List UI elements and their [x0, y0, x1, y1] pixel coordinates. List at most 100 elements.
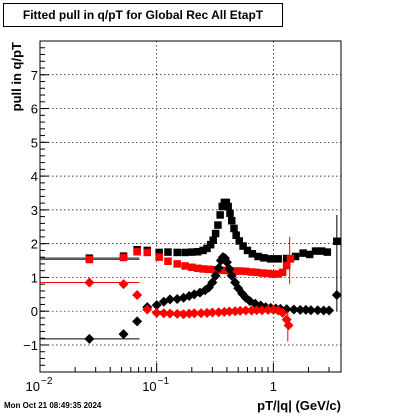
data-point-square — [206, 240, 215, 249]
data-point-marker — [263, 304, 274, 315]
series-2 — [39, 252, 342, 344]
data-point-marker — [164, 294, 175, 305]
data-point-square — [243, 246, 252, 255]
data-point-square — [267, 255, 275, 263]
data-point-marker — [226, 270, 237, 281]
data-point-square — [286, 255, 295, 263]
data-point-square — [226, 209, 234, 218]
data-point-square — [242, 267, 250, 276]
data-point-square — [247, 268, 256, 276]
y-tick-label: 1 — [31, 270, 38, 285]
data-point-square — [235, 237, 243, 245]
data-point-marker — [207, 277, 218, 288]
data-point-marker — [151, 307, 162, 318]
data-point-marker — [118, 279, 129, 290]
data-point-square — [173, 248, 181, 257]
data-point-square — [252, 268, 261, 277]
data-point-marker — [132, 289, 143, 300]
y-tick-label: −1 — [23, 338, 38, 353]
data-point-square — [274, 255, 282, 263]
data-point-marker — [324, 305, 335, 316]
series-1 — [39, 248, 295, 278]
y-tick-label: 2 — [31, 237, 38, 252]
data-point-marker — [277, 307, 288, 318]
axis-ticks — [39, 47, 330, 373]
data-point-square — [318, 247, 326, 255]
y-axis-title: pull in q/pT — [9, 42, 24, 111]
data-point-square — [239, 242, 247, 250]
y-tick-label: 7 — [31, 68, 38, 83]
data-point-square — [133, 248, 141, 256]
data-point-square — [205, 265, 213, 274]
data-point-marker — [84, 333, 95, 344]
data-point-marker — [305, 305, 316, 316]
data-markers — [39, 198, 342, 344]
data-point-marker — [164, 308, 175, 319]
data-point-marker — [118, 329, 129, 340]
data-point-marker — [318, 305, 329, 316]
series-3 — [39, 277, 294, 331]
data-point-marker — [288, 304, 299, 315]
plot-frame — [39, 40, 342, 373]
data-point-square — [143, 248, 151, 257]
data-point-marker — [172, 308, 183, 319]
data-point-marker — [257, 305, 268, 316]
data-point-square — [264, 269, 272, 278]
data-point-square — [282, 254, 291, 263]
data-point-square — [199, 246, 207, 255]
data-point-square — [232, 231, 240, 239]
data-point-square — [274, 270, 282, 278]
y-error-bars — [287, 214, 338, 342]
data-point-square — [155, 248, 163, 257]
data-point-marker — [158, 308, 169, 319]
chart-title: Fitted pull in q/pT for Global Rec All E… — [22, 8, 264, 22]
data-point-square — [230, 224, 238, 233]
x-tick-label: 10 — [26, 379, 40, 394]
x-tick-exponent: −1 — [158, 376, 170, 387]
data-point-square — [211, 229, 220, 238]
data-point-square — [224, 202, 232, 211]
data-point-marker — [213, 262, 224, 273]
data-point-square — [269, 270, 278, 278]
data-point-marker — [142, 304, 153, 315]
data-point-marker — [224, 306, 235, 317]
data-point-marker — [207, 307, 218, 318]
data-point-marker — [312, 305, 323, 316]
data-point-square — [164, 248, 172, 256]
data-point-marker — [240, 305, 251, 316]
data-point-square — [248, 250, 257, 258]
data-point-square — [222, 198, 231, 207]
y-tick-label: 0 — [31, 304, 38, 319]
chart-title-box: Fitted pull in q/pT for Global Rec All E… — [3, 3, 283, 27]
data-point-square — [258, 269, 266, 277]
data-point-square — [291, 252, 300, 261]
data-point-square — [85, 255, 94, 264]
data-point-square — [218, 202, 227, 211]
data-point-square — [181, 262, 189, 270]
x-tick-exponent: −2 — [41, 376, 53, 387]
data-point-marker — [202, 307, 213, 318]
data-point-square — [155, 253, 163, 261]
data-point-marker — [210, 270, 221, 281]
data-point-square — [254, 252, 262, 261]
data-point-square — [119, 253, 128, 262]
data-point-square — [323, 248, 332, 256]
y-tick-label: 3 — [31, 203, 38, 218]
data-point-marker — [132, 316, 143, 327]
data-point-square — [214, 221, 222, 229]
data-point-square — [210, 265, 218, 274]
data-point-marker — [251, 305, 262, 316]
x-tick-label: 1 — [270, 379, 277, 394]
series-0 — [39, 198, 341, 263]
data-point-marker — [189, 308, 200, 319]
grid-lines — [40, 41, 341, 372]
data-point-square — [231, 267, 239, 275]
data-point-square — [173, 260, 181, 268]
data-point-square — [194, 264, 202, 273]
data-point-square — [305, 250, 314, 259]
y-tick-label: 5 — [31, 135, 38, 150]
data-point-square — [164, 257, 172, 265]
data-point-square — [228, 216, 236, 225]
